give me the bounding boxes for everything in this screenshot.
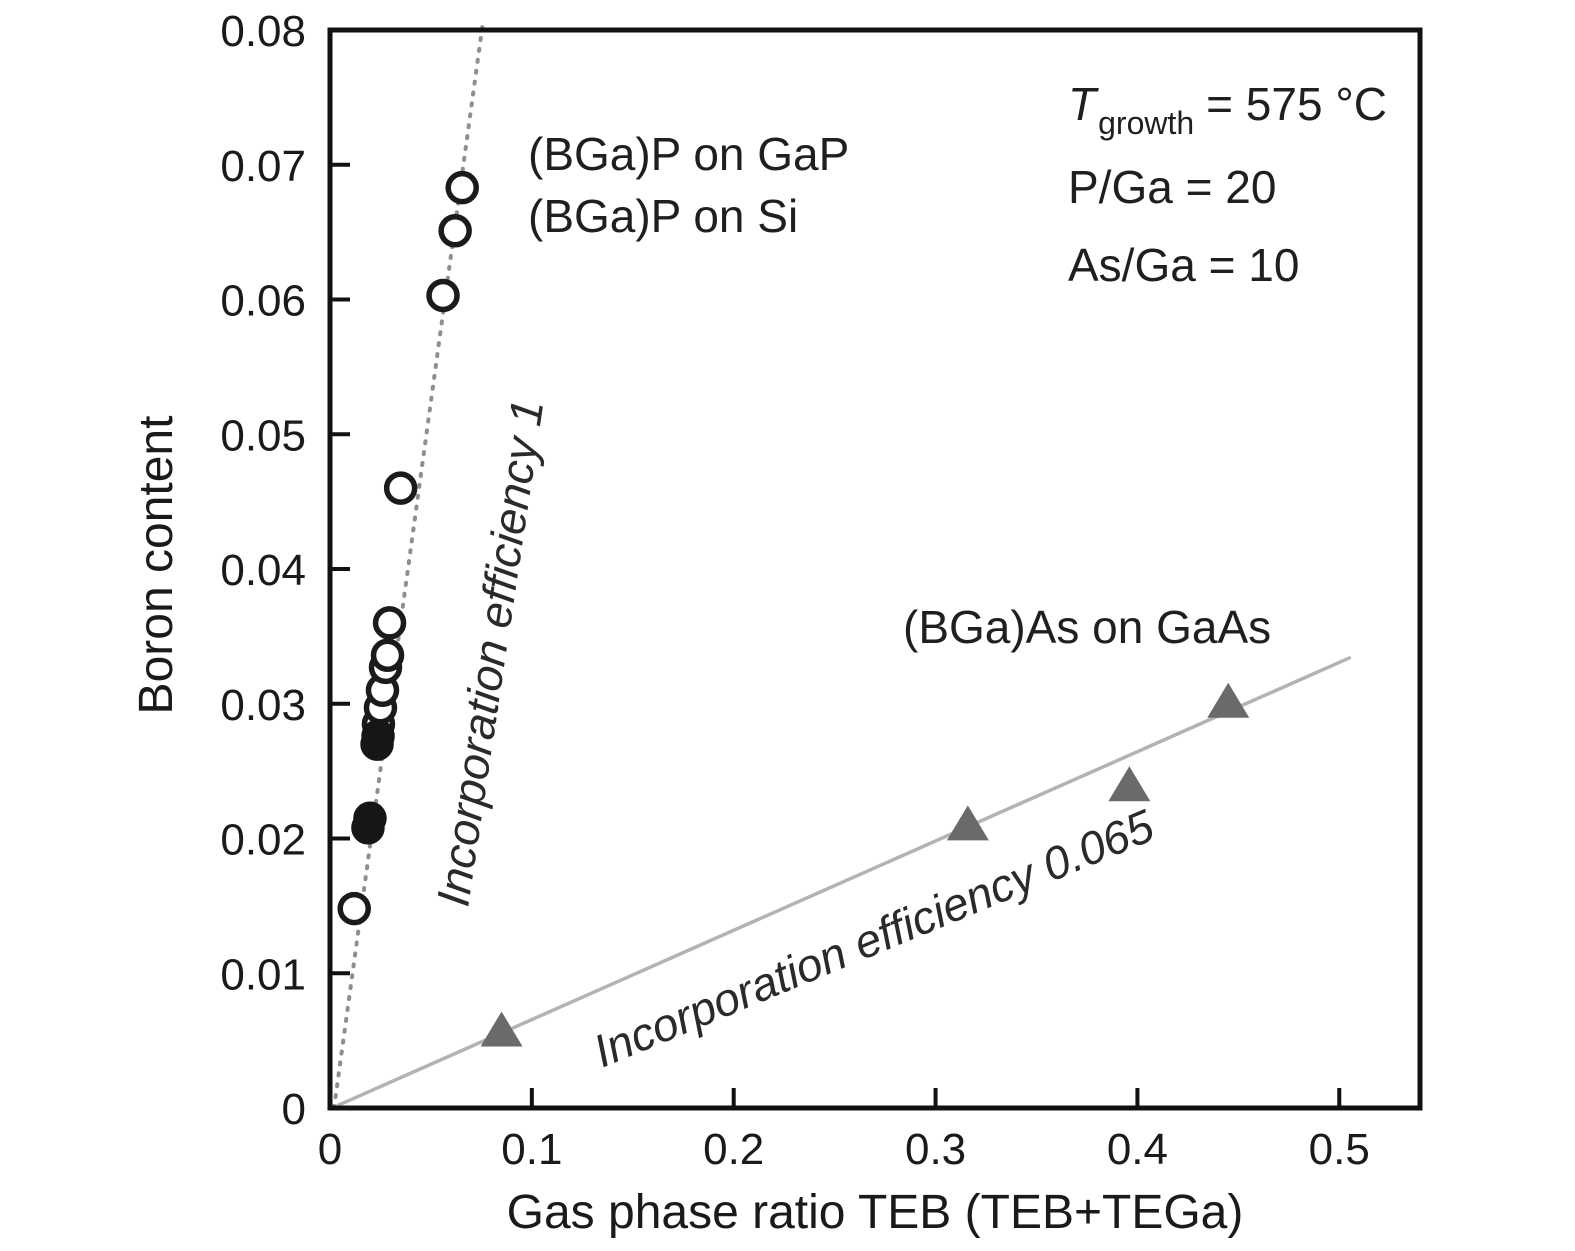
series1-label-line2: (BGa)P on Si: [528, 190, 798, 242]
data-points: [337, 170, 1250, 1047]
data-point-open-circle: [372, 606, 407, 640]
condition-temperature: Tgrowth = 575 °C: [1068, 78, 1387, 141]
data-point-filled-circle: [361, 719, 395, 753]
series2-label: (BGa)As on GaAs: [903, 601, 1271, 653]
x-tick-label: 0.2: [703, 1125, 764, 1174]
efficiency-1-label: Incorporation efficiency 1: [426, 396, 553, 909]
x-tick-label: 0.5: [1309, 1125, 1370, 1174]
efficiency-0065-label: Incorporation efficiency 0.065: [586, 799, 1161, 1077]
y-tick-label: 0.02: [220, 816, 306, 865]
y-axis-label: Boron content: [130, 416, 183, 715]
condition-p-ga: P/Ga = 20: [1068, 161, 1276, 213]
data-point-open-circle: [426, 278, 460, 313]
y-tick-label: 0: [282, 1085, 306, 1134]
y-tick-label: 0.01: [220, 950, 306, 999]
y-tick-label: 0.08: [220, 7, 306, 56]
x-tick-label: 0.1: [501, 1125, 562, 1174]
data-point-open-circle: [383, 471, 418, 505]
condition-as-ga: As/Ga = 10: [1068, 239, 1299, 291]
x-tick-label: 0: [318, 1125, 342, 1174]
data-point-open-circle: [370, 638, 405, 672]
data-point-filled-circle: [353, 801, 387, 836]
x-tick-label: 0.3: [905, 1125, 966, 1174]
series1-label-line1: (BGa)P on GaP: [528, 128, 849, 180]
temperature-symbol: T: [1068, 78, 1099, 130]
incorporation-efficiency-1-line: [332, 21, 485, 1110]
data-point-triangle: [946, 805, 989, 841]
data-point-open-circle: [438, 214, 472, 248]
y-tick-label: 0.05: [220, 411, 306, 460]
y-tick-label: 0.03: [220, 681, 306, 730]
x-tick-label: 0.4: [1107, 1125, 1168, 1174]
temperature-subscript: growth: [1098, 105, 1194, 141]
data-point-triangle: [1207, 682, 1250, 718]
x-axis-label: Gas phase ratio TEB (TEB+TEGa): [507, 1186, 1244, 1239]
y-tick-label: 0.07: [220, 142, 306, 191]
axis-ticks: 0 0.1 0.2 0.3 0.4 0.5 0 0.01 0.02 0.03 0.04 0.05 0.0…: [220, 7, 1369, 1174]
temperature-value: = 575 °C: [1206, 78, 1387, 130]
data-point-triangle: [1108, 766, 1151, 802]
data-point-open-circle: [337, 891, 371, 926]
data-point-open-circle: [445, 170, 479, 205]
y-tick-label: 0.04: [220, 546, 306, 595]
y-tick-label: 0.06: [220, 277, 306, 326]
data-point-triangle: [480, 1011, 523, 1047]
